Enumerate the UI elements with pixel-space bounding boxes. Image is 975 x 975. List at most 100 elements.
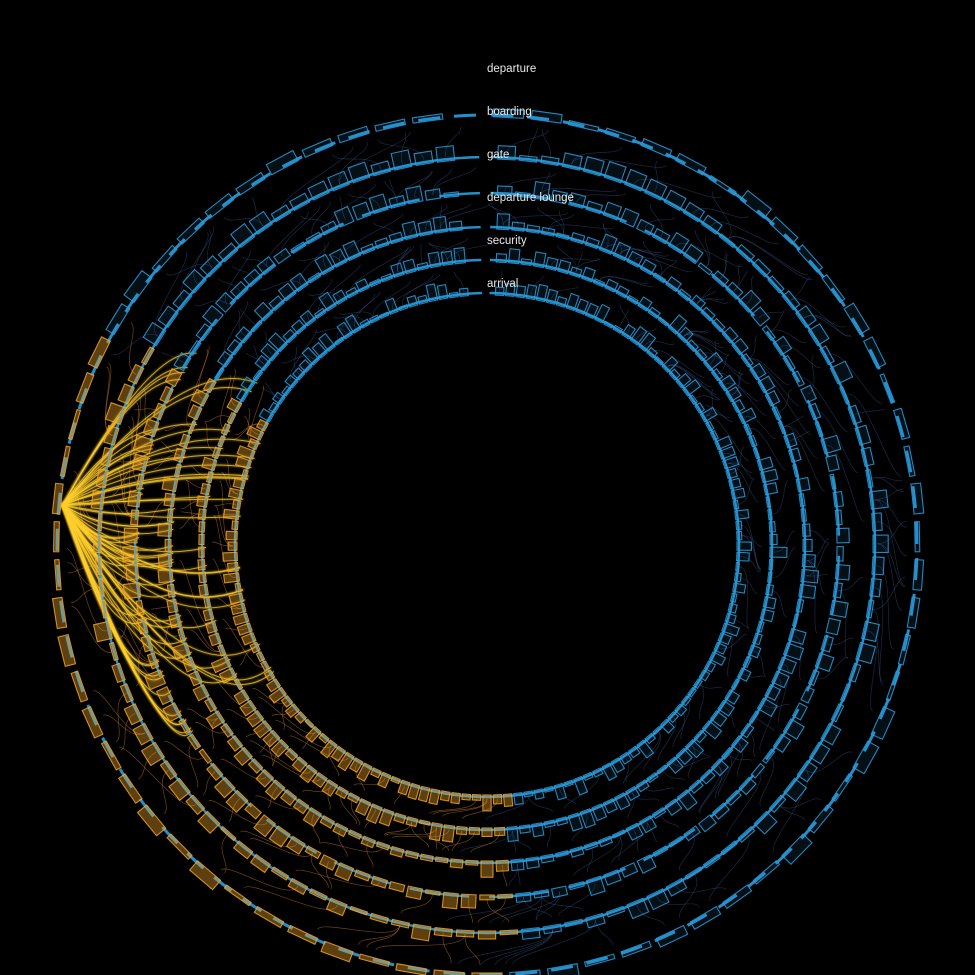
histogram-bar — [87, 336, 112, 369]
histogram-bar — [255, 418, 270, 432]
histogram-bar — [223, 508, 240, 520]
histogram-bar — [555, 816, 569, 827]
histogram-bar — [689, 905, 722, 930]
flow-link — [162, 769, 169, 814]
flow-link — [414, 171, 432, 199]
histogram-bar — [441, 891, 459, 910]
histogram-bar — [197, 508, 207, 521]
delayed-flow-link — [62, 504, 193, 736]
histogram-bar — [220, 722, 234, 738]
histogram-bar — [192, 683, 210, 702]
histogram-bar — [718, 233, 736, 249]
histogram-bar — [724, 689, 741, 705]
flow-link — [338, 311, 375, 318]
histogram-bar — [234, 582, 242, 593]
histogram-bar — [455, 825, 468, 836]
histogram-bar — [651, 806, 667, 820]
histogram-bar — [428, 788, 441, 806]
histogram-bar — [270, 738, 290, 758]
flow-link — [224, 250, 251, 305]
flow-link — [710, 221, 779, 244]
histogram-bar — [140, 635, 154, 653]
flow-link — [402, 275, 434, 306]
histogram-bar — [668, 835, 684, 848]
histogram-bar — [684, 866, 703, 880]
flow-link — [186, 346, 210, 427]
histogram-bar — [727, 602, 738, 614]
flow-link — [643, 731, 662, 771]
histogram-bar — [697, 814, 718, 833]
flow-link — [743, 673, 766, 678]
histogram-bar — [277, 282, 297, 302]
flow-link — [327, 785, 332, 810]
flow-link — [576, 192, 626, 203]
flow-link — [245, 726, 266, 738]
flow-link — [712, 190, 732, 240]
histogram-bar — [644, 178, 668, 201]
histogram-bar — [260, 660, 271, 672]
histogram-bar — [555, 232, 570, 241]
histogram-bar — [737, 289, 762, 314]
histogram-bar — [226, 338, 243, 356]
flow-link — [743, 416, 777, 439]
histogram-bar — [738, 776, 757, 796]
flow-link — [683, 333, 724, 348]
histogram-bar — [870, 706, 896, 741]
flow-link — [259, 736, 274, 753]
flow-link — [731, 370, 742, 396]
flow-link — [737, 742, 743, 778]
flow-link — [298, 255, 341, 262]
histogram-bar — [702, 853, 721, 869]
histogram-bar — [814, 652, 835, 673]
histogram-bar — [151, 244, 178, 273]
histogram-bar — [769, 216, 799, 245]
delayed-flow-link — [62, 464, 252, 506]
histogram-bar — [370, 875, 389, 889]
flow-link — [717, 372, 767, 416]
histogram-bar — [718, 445, 736, 460]
histogram-bar — [292, 798, 310, 815]
histogram-bar — [439, 790, 451, 802]
histogram-bar — [831, 773, 854, 802]
flow-link — [540, 172, 551, 196]
ring-arrival — [222, 282, 753, 812]
histogram-bar — [250, 319, 263, 333]
histogram-bar — [783, 432, 798, 449]
histogram-bar — [223, 884, 252, 907]
histogram-bar — [380, 273, 393, 283]
flow-link — [723, 706, 736, 728]
histogram-bar — [157, 568, 174, 584]
histogram-bar — [243, 268, 263, 288]
flow-link — [547, 213, 575, 232]
flow-link — [400, 894, 433, 914]
histogram-bar — [666, 756, 684, 775]
histogram-bar — [370, 160, 392, 177]
histogram-bar — [390, 918, 411, 929]
histogram-bar — [201, 304, 224, 327]
histogram-bar — [284, 703, 301, 719]
histogram-bar — [143, 669, 167, 691]
histogram-bar — [230, 602, 247, 616]
histogram-bar — [321, 779, 339, 797]
histogram-bar — [388, 194, 406, 209]
histogram-bar — [411, 113, 444, 124]
histogram-bar — [268, 295, 285, 312]
histogram-bar — [105, 303, 131, 336]
histogram-bar — [683, 825, 701, 842]
histogram-bar — [759, 608, 775, 623]
histogram-bar — [188, 859, 222, 891]
flow-link — [204, 415, 231, 422]
flow-link — [737, 478, 755, 505]
histogram-bar — [255, 768, 275, 788]
histogram-bar — [708, 174, 737, 197]
histogram-bar — [892, 407, 911, 441]
flow-link — [401, 132, 407, 165]
histogram-bar — [677, 288, 692, 302]
flow-link — [336, 291, 380, 340]
flow-link — [837, 589, 848, 659]
histogram-bar — [111, 662, 126, 684]
histogram-bar — [93, 534, 102, 553]
histogram-bar — [526, 224, 541, 234]
flow-link — [213, 513, 235, 517]
histogram-bar — [636, 854, 657, 874]
